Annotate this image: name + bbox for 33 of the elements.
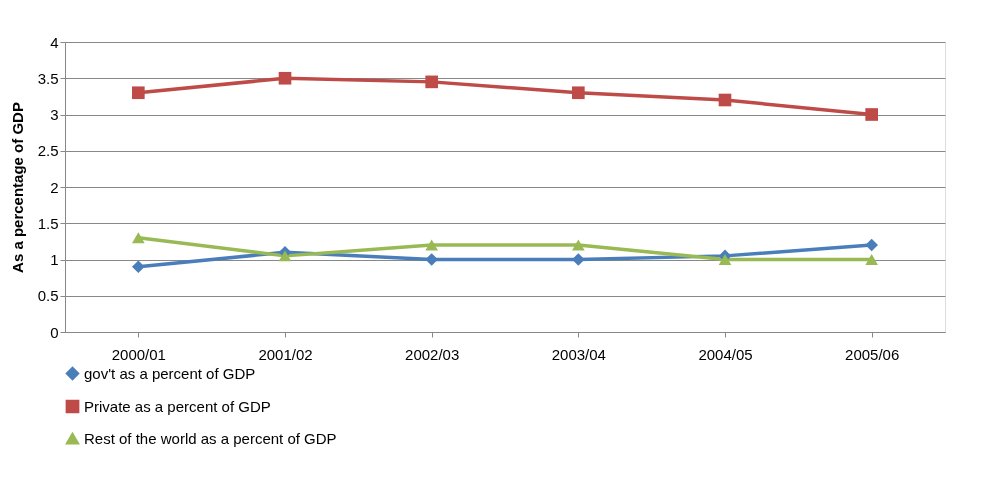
y-tick-label: 2 [50,178,59,196]
point [278,71,292,85]
y-tick-label: 1 [50,251,59,268]
x-tick-label: 2004/05 [698,345,753,363]
point [865,108,878,121]
y-axis-title: As a percentage of GDP [8,102,26,273]
x-tick-label: 2005/06 [845,345,900,363]
point [425,239,438,251]
point [865,254,878,265]
y-tick-label: 3.5 [37,69,59,87]
x-tick-label: 2000/01 [111,345,166,363]
point [278,250,292,262]
legend-label: gov't as a percent of GDP [84,364,256,382]
point [132,232,145,244]
x-tick-label: 2003/04 [551,345,606,363]
y-tick-label: 3 [50,106,59,123]
point [865,238,878,252]
point [718,254,732,265]
y-tick-label: 2.5 [37,142,59,160]
y-tick-label: 4 [50,33,59,51]
point [425,75,438,89]
y-tick-label: 1.5 [37,214,59,232]
point [132,260,145,274]
point [572,239,585,251]
point [572,86,585,100]
point [718,93,732,107]
legend-label: Rest of the world as a percent of GDP [84,429,337,447]
y-tick-label: 0 [50,323,59,341]
x-tick-label: 2001/02 [258,345,313,363]
y-tick-label: 0.5 [37,287,59,305]
legend-label: Private as a percent of GDP [84,397,271,415]
point [132,86,145,100]
x-tick-label: 2002/03 [405,345,460,363]
